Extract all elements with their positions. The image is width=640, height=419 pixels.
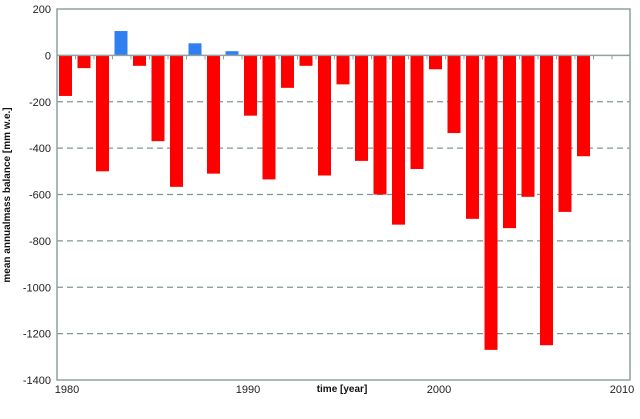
bar-1987 (188, 43, 202, 56)
y-tick-label: 0 (45, 50, 51, 62)
bar-1993 (299, 55, 313, 66)
bar-1991 (262, 55, 276, 180)
bar-1998 (392, 55, 405, 225)
x-axis-title: time [year] (317, 384, 368, 395)
y-tick-label: -1200 (23, 329, 51, 341)
bar-1986 (170, 55, 183, 187)
bar-2002 (466, 55, 479, 219)
x-tick-label: 1980 (55, 384, 79, 396)
plot-border (56, 8, 631, 381)
y-tick-label: -400 (29, 143, 51, 155)
y-tick-label: -600 (29, 190, 51, 202)
bar-1980 (59, 55, 72, 96)
bar-1989 (225, 51, 239, 56)
bar-1990 (244, 55, 257, 116)
y-tick-label: 200 (33, 4, 51, 16)
bar-1981 (77, 55, 91, 69)
y-tick-label: -800 (29, 236, 51, 248)
y-axis-title: mean annualmass balance [mm w.e.] (2, 107, 13, 282)
y-axis-ticks: 200 0 -200 -400 -600 -800 -1000 -1200 -1400 (23, 4, 51, 387)
bar-2008 (577, 55, 590, 157)
bar-2007 (558, 55, 572, 212)
bar-1995 (336, 55, 350, 85)
bar-1997 (373, 55, 387, 195)
x-tick-label: 2010 (610, 384, 634, 396)
y-tick-label: -200 (29, 97, 51, 109)
bar-2006 (540, 55, 553, 346)
bar-1983 (114, 31, 128, 56)
bar-1982 (96, 55, 109, 172)
y-tick-label: -1400 (23, 375, 51, 387)
bar-1992 (281, 55, 294, 88)
bar-2004 (503, 55, 516, 229)
plot-frame (56, 8, 631, 381)
bar-1988 (207, 55, 220, 174)
bar-1994 (318, 55, 331, 176)
x-axis-ticks: 1980 1990 2000 2010 (55, 384, 634, 396)
bar-1985 (151, 55, 165, 142)
bar-1984 (133, 55, 146, 66)
y-tick-label: -1000 (23, 282, 51, 294)
x-tick-label: 1990 (236, 384, 260, 396)
x-tick-label: 2000 (427, 384, 451, 396)
bar-2003 (484, 55, 498, 350)
bar-1996 (355, 55, 368, 161)
bar-2001 (447, 55, 461, 134)
bar-1999 (410, 55, 424, 169)
bars (59, 31, 590, 350)
bar-2005 (521, 55, 535, 197)
bar-2000 (429, 55, 442, 70)
